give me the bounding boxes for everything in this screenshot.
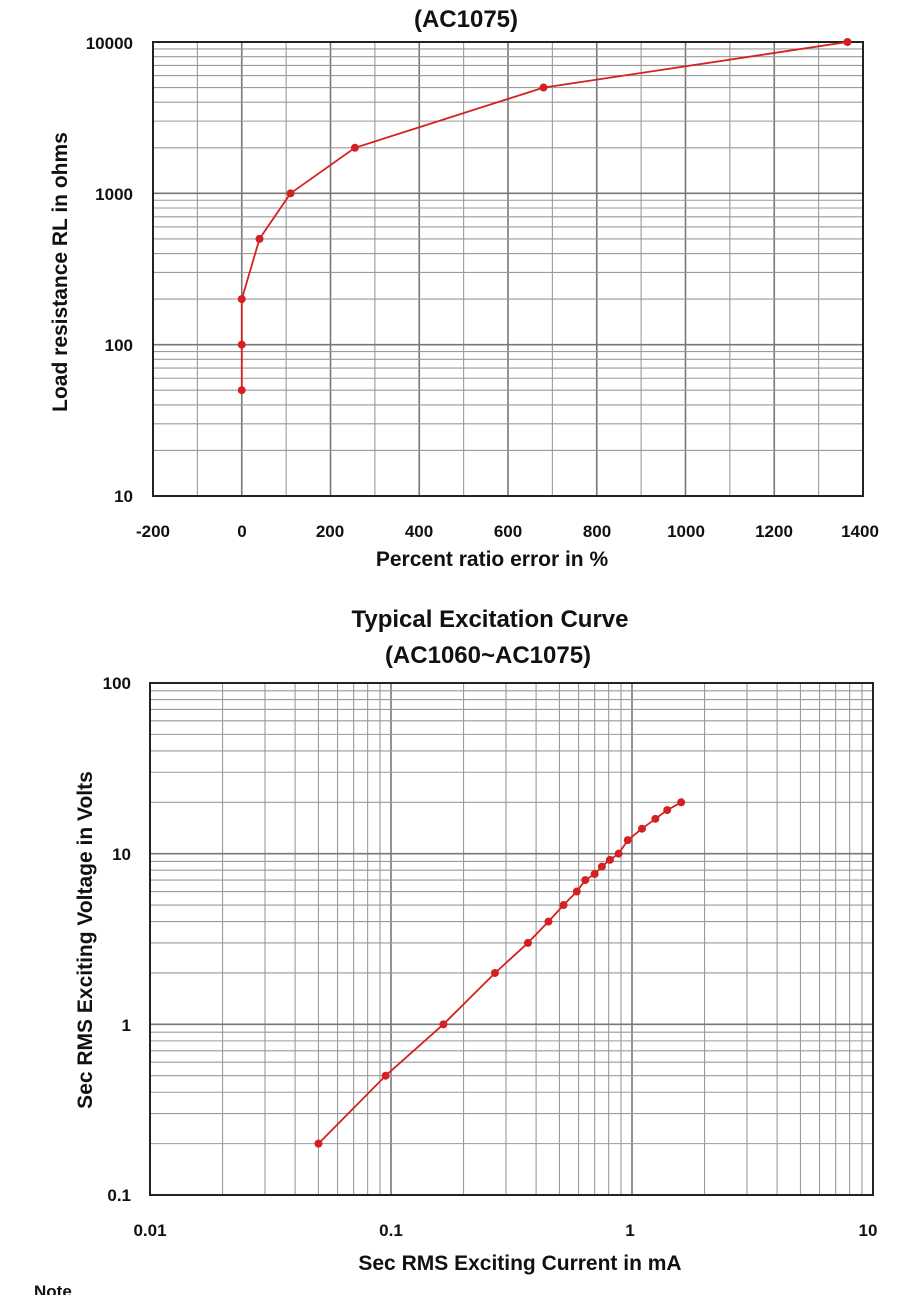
chart-1-xtick-800: 800	[583, 522, 611, 541]
chart-1-xtick-0: 0	[237, 522, 246, 541]
chart-2-ytick-0-1: 0.1	[107, 1186, 131, 1205]
c2-data-point-5	[544, 917, 553, 926]
c2-data-point-11	[605, 855, 614, 864]
chart-1-y-tick-labels: 10 100 1000 10000	[86, 34, 133, 506]
chart-1-plot-frame	[152, 41, 864, 497]
c2-data-point-2	[439, 1020, 448, 1029]
chart-1-x-tick-labels: -200 0 200 400 600 800 1000 1200 1400	[136, 522, 879, 541]
c2-data-point-8	[581, 876, 590, 885]
chart-1-x-axis-label: Percent ratio error in %	[376, 548, 609, 571]
c2-data-point-0	[314, 1139, 323, 1148]
chart-2-series	[314, 798, 686, 1148]
c2-data-point-12	[614, 849, 623, 858]
c1-data-point-1	[237, 340, 246, 349]
chart-2-xtick-0-01: 0.01	[133, 1221, 166, 1240]
chart-1-xtick-600: 600	[494, 522, 522, 541]
chart-2-ytick-10: 10	[112, 845, 131, 864]
c2-data-point-4	[523, 938, 532, 947]
c2-data-point-10	[597, 862, 606, 871]
chart-1-ytick-10000: 10000	[86, 34, 133, 53]
chart-2-y-tick-labels: 0.1 1 10 100	[103, 674, 131, 1205]
chart-1: (AC1075) 10 100 1000 10000 -200 0 200 40…	[49, 6, 879, 571]
chart-2-subtitle: (AC1060~AC1075)	[385, 642, 591, 669]
chart-2-ytick-100: 100	[103, 674, 131, 693]
chart-2-y-axis-label: Sec RMS Exciting Voltage in Volts	[74, 771, 97, 1109]
chart-2-plot-frame	[149, 682, 874, 1196]
chart-1-series	[237, 38, 852, 395]
note-stub: Note	[34, 1283, 72, 1295]
c1-series-line	[240, 41, 848, 391]
chart-2-ytick-1: 1	[122, 1016, 131, 1035]
c2-data-point-17	[677, 798, 686, 807]
chart-1-ytick-100: 100	[105, 336, 133, 355]
chart-2-xtick-1: 1	[625, 1221, 634, 1240]
c2-data-point-13	[623, 836, 632, 845]
chart-1-xtick-1200: 1200	[755, 522, 793, 541]
chart-2-x-axis-label: Sec RMS Exciting Current in mA	[358, 1252, 681, 1275]
c2-data-point-16	[663, 806, 672, 815]
c2-data-point-7	[572, 887, 581, 896]
c1-data-point-5	[350, 143, 359, 152]
chart-1-xtick-1000: 1000	[667, 522, 705, 541]
c2-data-point-15	[651, 814, 660, 823]
chart-1-xtick-1400: 1400	[841, 522, 879, 541]
c1-data-point-6	[539, 83, 548, 92]
chart-1-grid	[153, 42, 863, 496]
chart-2: Typical Excitation Curve (AC1060~AC1075)…	[74, 606, 877, 1275]
chart-1-title: (AC1075)	[414, 6, 518, 33]
chart-1-ytick-10: 10	[114, 487, 133, 506]
c2-data-point-9	[590, 870, 599, 879]
chart-2-title: Typical Excitation Curve	[352, 606, 629, 633]
chart-2-x-tick-labels: 0.01 0.1 1 10	[133, 1221, 877, 1240]
chart-1-y-axis-label: Load resistance RL in ohms	[49, 132, 72, 412]
c1-data-point-2	[237, 295, 246, 304]
chart-1-xtick-neg200: -200	[136, 522, 170, 541]
chart-1-xtick-400: 400	[405, 522, 433, 541]
chart-2-grid	[150, 683, 873, 1195]
c2-data-point-6	[559, 901, 568, 910]
c1-data-point-3	[255, 234, 264, 243]
c1-data-point-7	[843, 38, 852, 46]
c1-data-point-4	[286, 189, 295, 198]
c1-data-point-0	[237, 386, 246, 395]
c2-data-point-1	[381, 1071, 390, 1080]
chart-1-ytick-1000: 1000	[95, 185, 133, 204]
chart-2-xtick-0-1: 0.1	[379, 1221, 403, 1240]
c2-data-point-14	[637, 824, 646, 833]
chart-2-xtick-10: 10	[859, 1221, 878, 1240]
c2-data-point-3	[490, 968, 499, 977]
chart-1-xtick-200: 200	[316, 522, 344, 541]
